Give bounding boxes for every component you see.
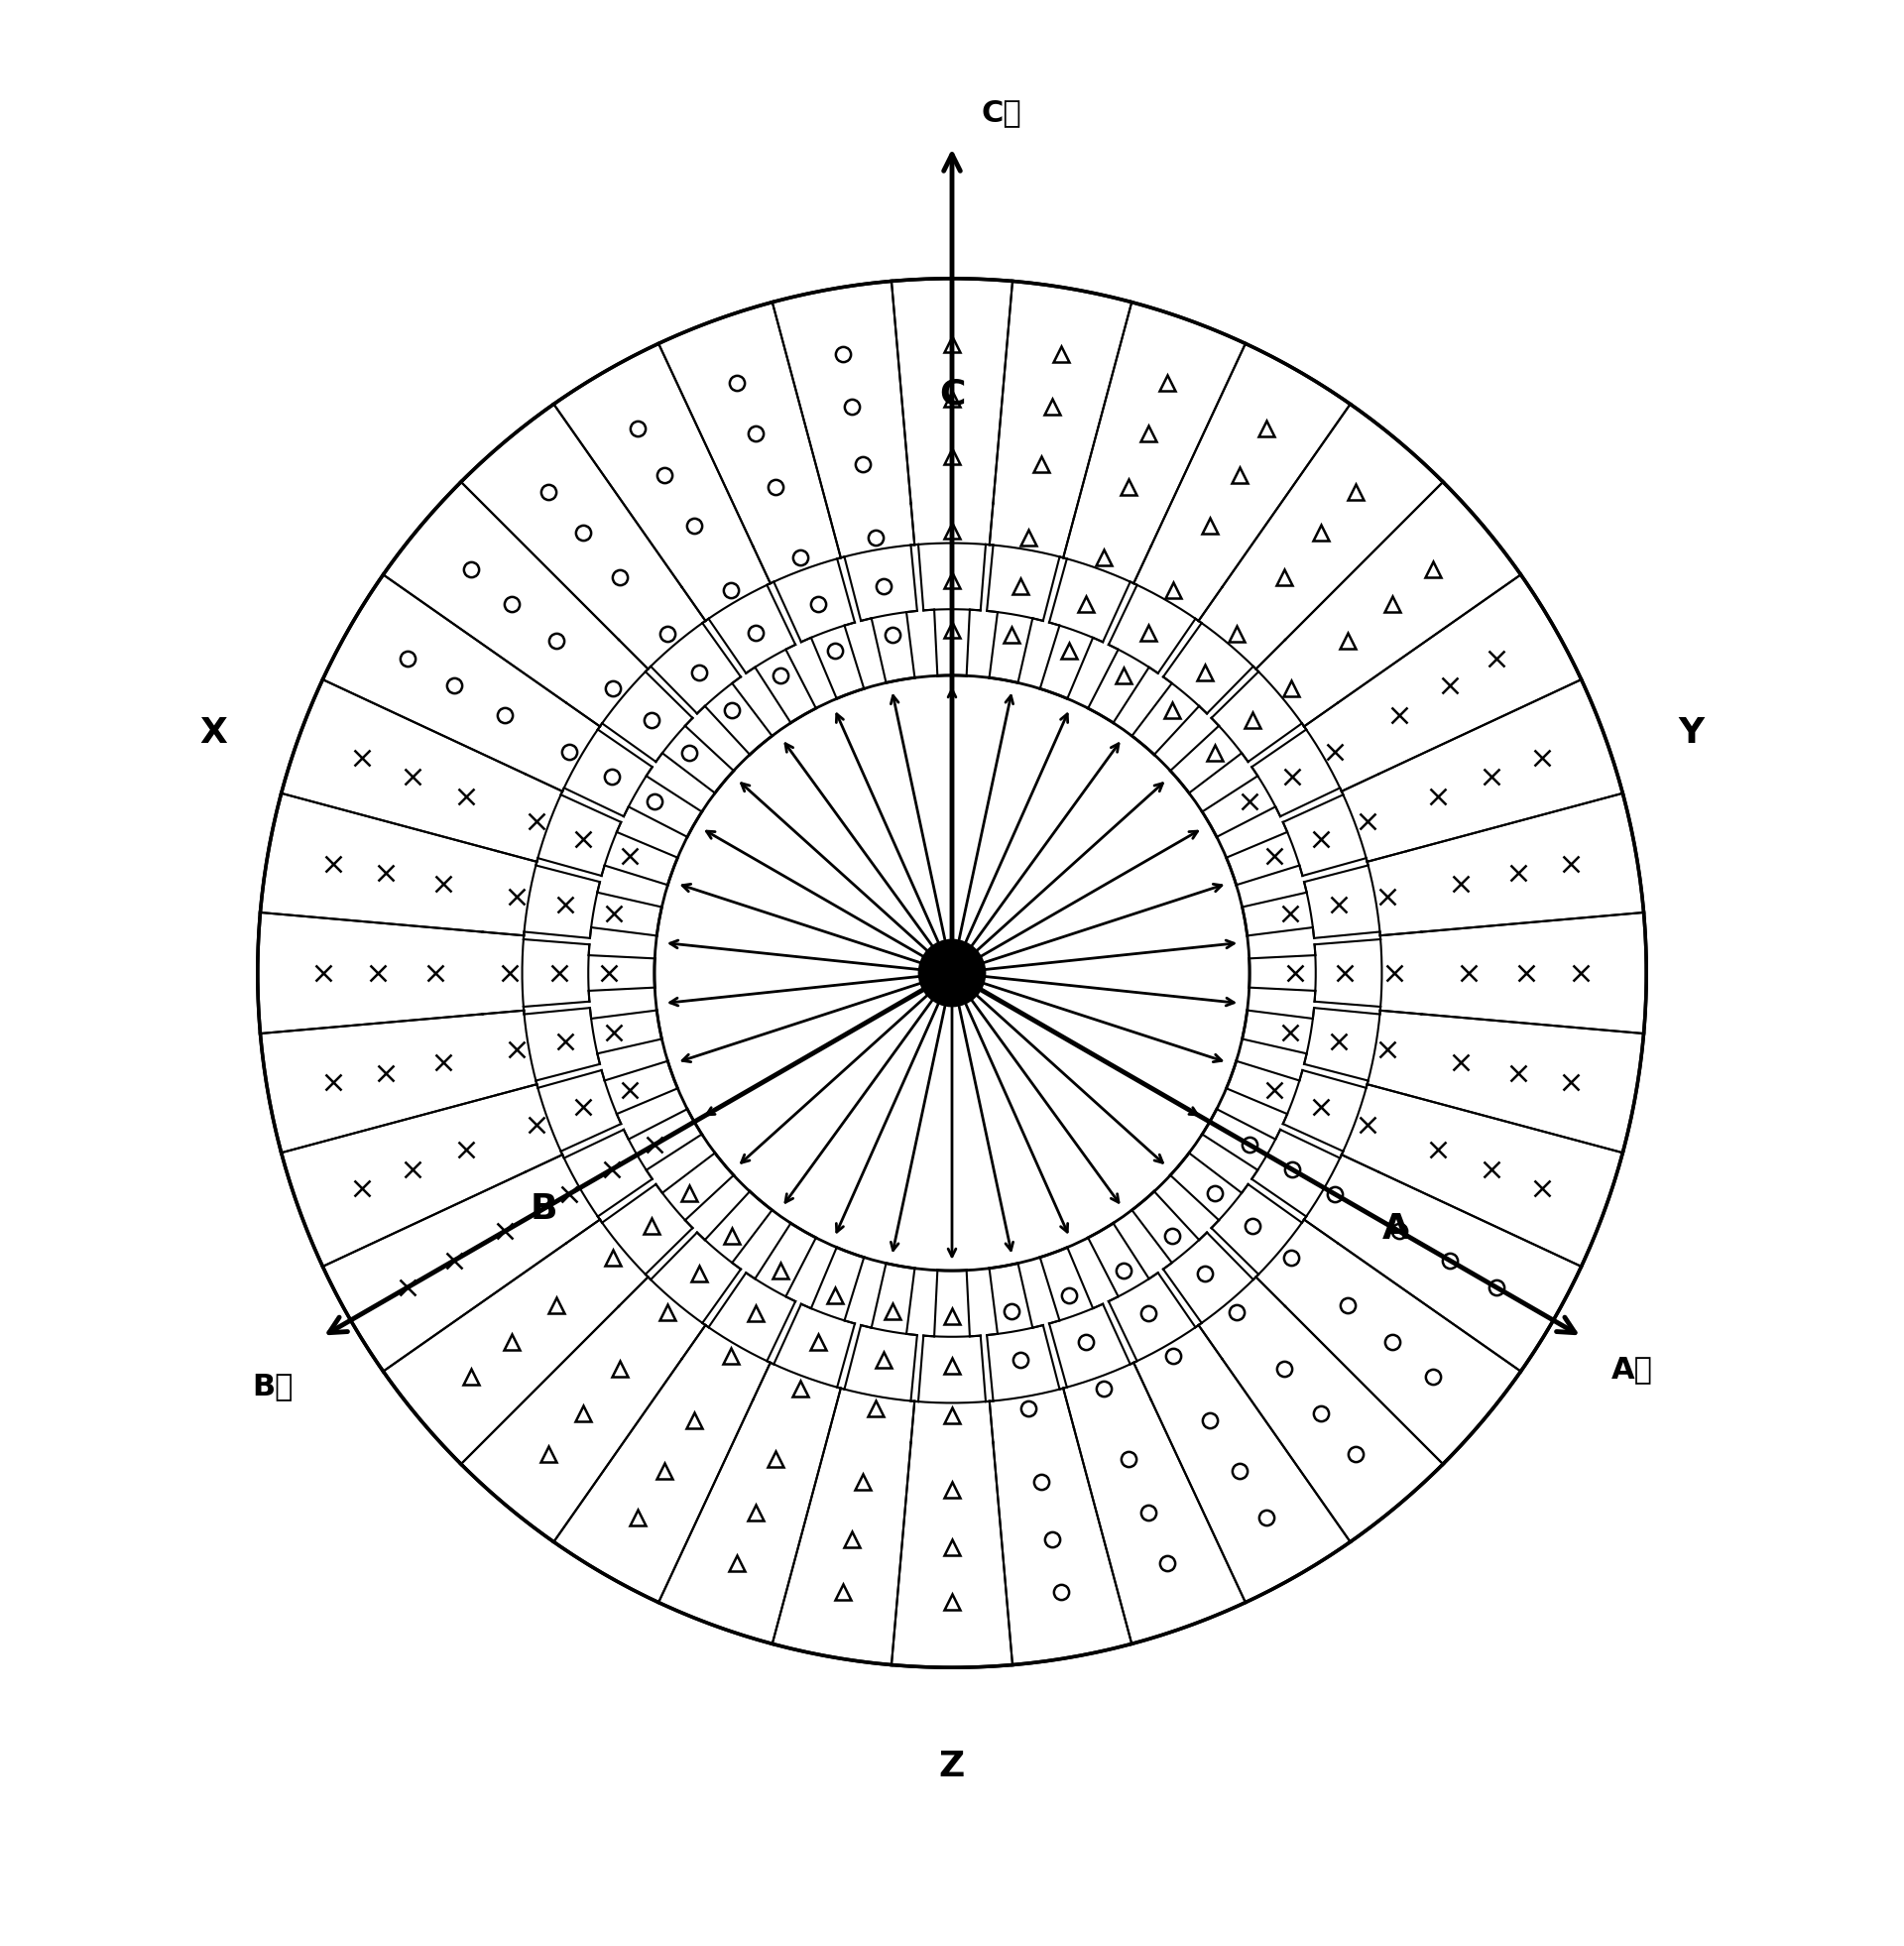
Text: C相: C相	[981, 99, 1022, 128]
Text: B: B	[531, 1191, 558, 1226]
Text: A相: A相	[1611, 1356, 1653, 1384]
Text: Y: Y	[1677, 716, 1704, 749]
Text: X: X	[200, 716, 227, 749]
Text: A: A	[1382, 1212, 1409, 1245]
Text: Z: Z	[939, 1749, 965, 1784]
Text: C: C	[939, 378, 965, 411]
Circle shape	[920, 940, 984, 1006]
Text: B相: B相	[251, 1372, 293, 1401]
